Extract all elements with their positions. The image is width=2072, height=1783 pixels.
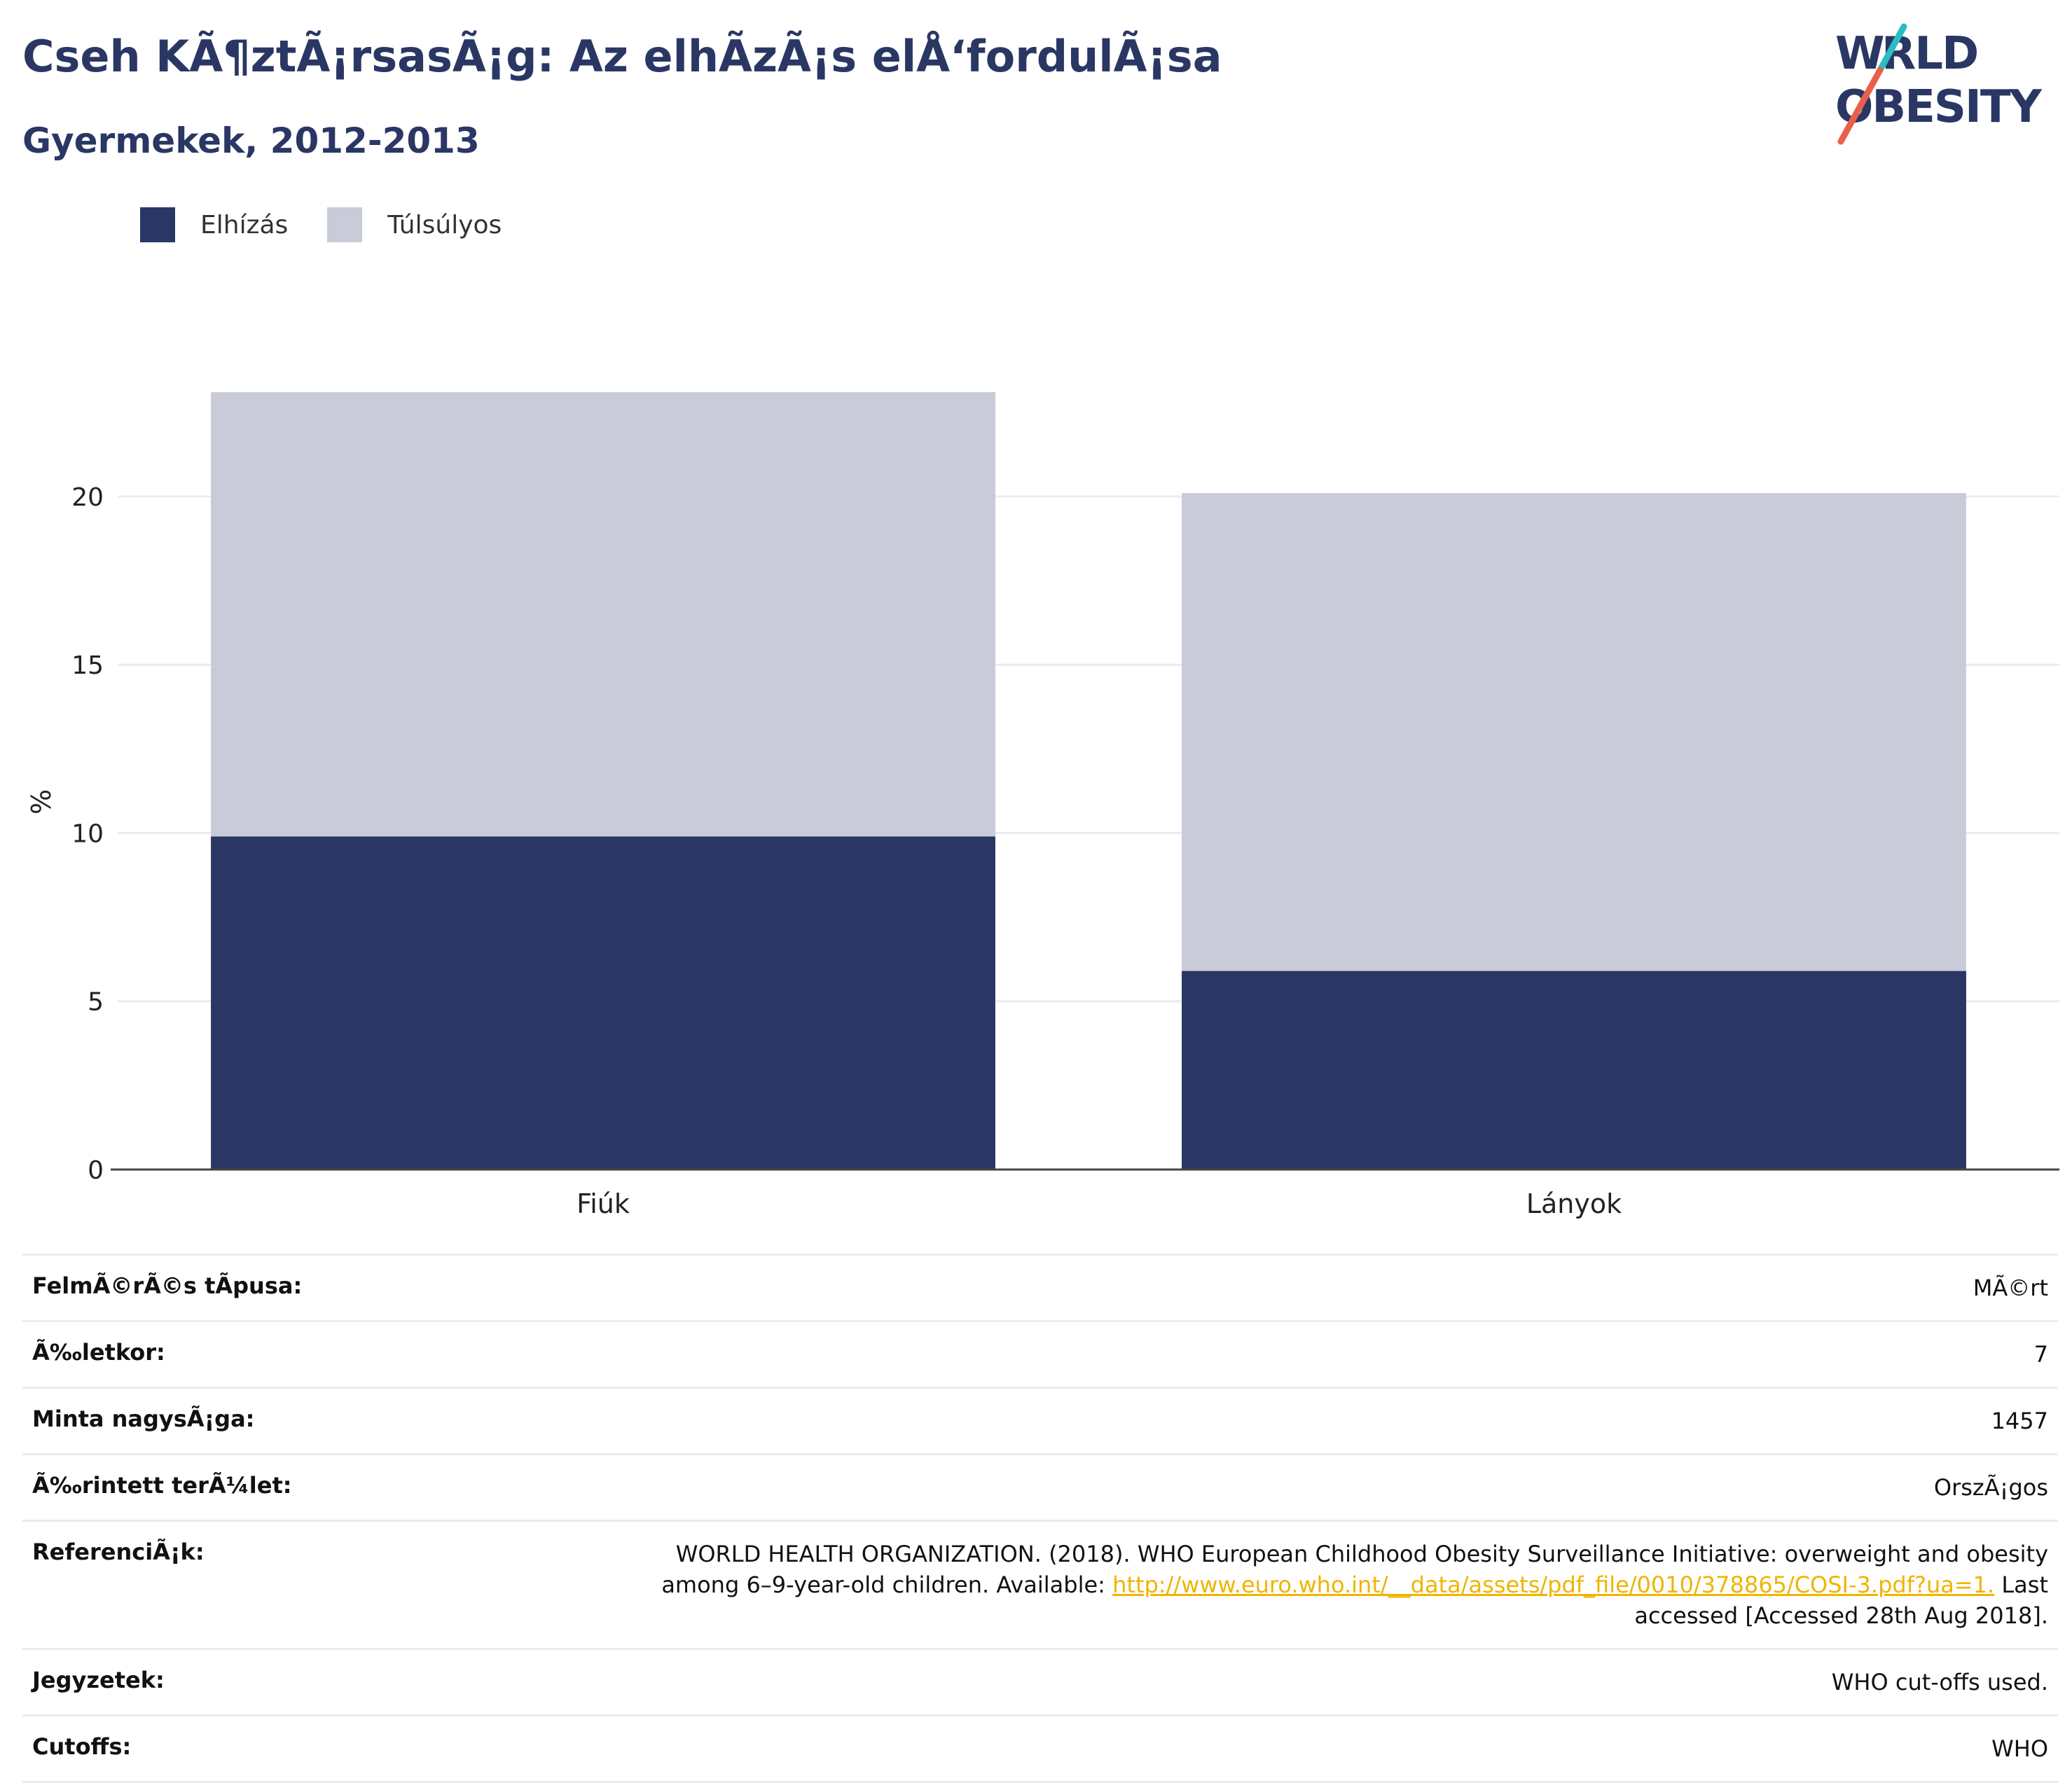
info-row-notes: Jegyzetek: WHO cut-offs used. bbox=[22, 1648, 2058, 1714]
x-tick-label: Fiúk bbox=[576, 1188, 630, 1219]
bar-obesity bbox=[1182, 971, 1966, 1170]
info-label: Jegyzetek: bbox=[32, 1667, 165, 1693]
y-tick-label: 20 bbox=[71, 483, 104, 512]
page-title: Cseh KÃ¶ztÃ¡rsasÃ¡g: Az elhÃzÃ¡s elÅ‘for… bbox=[22, 31, 1222, 82]
reference-text-part: WORLD HEALTH ORGANIZATION. (2018). WHO E… bbox=[661, 1541, 2048, 1598]
info-label: Ã‰letkor: bbox=[32, 1339, 165, 1366]
bar-overweight bbox=[211, 392, 995, 837]
y-tick-label: 15 bbox=[71, 651, 104, 680]
legend-label-obesity: Elhízás bbox=[200, 210, 289, 240]
info-row-cutoffs: Cutoffs: WHO bbox=[22, 1714, 2058, 1783]
info-row-survey-type: FelmÃ©rÃ©s tÃpusa: MÃ©rt bbox=[22, 1254, 2058, 1320]
info-label: Cutoffs: bbox=[32, 1733, 132, 1760]
info-row-references: ReferenciÃ¡k: WORLD HEALTH ORGANIZATION.… bbox=[22, 1520, 2058, 1648]
page-subtitle: Gyermekek, 2012-2013 bbox=[22, 120, 480, 161]
world-obesity-logo: W RLD OBESITY bbox=[1835, 23, 2043, 145]
info-label: ReferenciÃ¡k: bbox=[32, 1539, 205, 1565]
y-tick-label: 5 bbox=[88, 988, 104, 1017]
info-value: 1457 bbox=[1991, 1408, 2048, 1434]
y-tick-label: 0 bbox=[88, 1156, 104, 1185]
info-label: FelmÃ©rÃ©s tÃpusa: bbox=[32, 1272, 303, 1299]
chart-legend: Elhízás Túlsúlyos bbox=[140, 207, 541, 242]
legend-item-obesity: Elhízás bbox=[140, 207, 288, 242]
legend-label-overweight: Túlsúlyos bbox=[387, 210, 502, 240]
info-value: WHO bbox=[1991, 1735, 2048, 1762]
stacked-bar-chart: 0 5 10 15 20% Fiúk Lányok bbox=[26, 392, 2059, 1219]
info-value: WHO cut-offs used. bbox=[1831, 1669, 2048, 1695]
info-value: 7 bbox=[2033, 1341, 2048, 1368]
info-value: MÃ©rt bbox=[1973, 1275, 2048, 1301]
bar-obesity bbox=[211, 836, 995, 1170]
legend-swatch-obesity bbox=[140, 207, 175, 242]
info-label: Minta nagysÃ¡ga: bbox=[32, 1406, 255, 1432]
legend-item-overweight: Túlsúlyos bbox=[327, 207, 502, 242]
info-row-area: Ã‰rintett terÃ¼let: OrszÃ¡gos bbox=[22, 1453, 2058, 1520]
reference-text-part: Last accessed [Accessed 28th Aug 2018]. bbox=[1634, 1572, 2048, 1629]
info-row-sample-size: Minta nagysÃ¡ga: 1457 bbox=[22, 1387, 2058, 1453]
survey-info-table: FelmÃ©rÃ©s tÃpusa: MÃ©rt Ã‰letkor: 7 Min… bbox=[22, 1254, 2058, 1783]
bar-overweight bbox=[1182, 493, 1966, 971]
y-axis-label: % bbox=[26, 789, 57, 814]
x-tick-label: Lányok bbox=[1526, 1188, 1622, 1219]
y-tick-label: 10 bbox=[71, 819, 104, 848]
legend-swatch-overweight bbox=[327, 207, 363, 242]
reference-link[interactable]: http://www.euro.who.int/__data/assets/pd… bbox=[1112, 1572, 1995, 1598]
reference-text: WORLD HEALTH ORGANIZATION. (2018). WHO E… bbox=[591, 1539, 2048, 1631]
info-value: OrszÃ¡gos bbox=[1933, 1474, 2048, 1501]
info-row-age: Ã‰letkor: 7 bbox=[22, 1320, 2058, 1387]
info-label: Ã‰rintett terÃ¼let: bbox=[32, 1472, 292, 1499]
